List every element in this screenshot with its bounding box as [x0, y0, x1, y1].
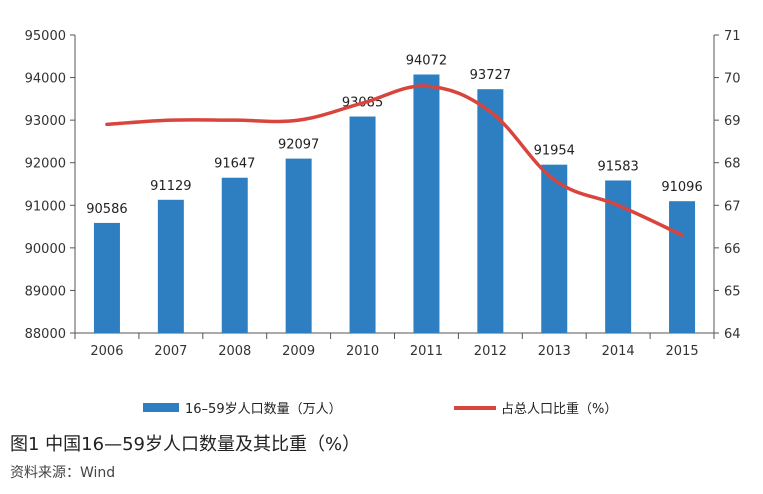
bar — [157, 199, 184, 333]
bar-value-label: 91954 — [534, 144, 575, 159]
legend-bar-label: 16–59岁人口数量（万人） — [185, 402, 342, 417]
bar — [285, 158, 312, 333]
bar — [477, 89, 504, 334]
legend-line-swatch — [454, 406, 496, 410]
y-right-tick-label: 68 — [724, 157, 741, 172]
x-tick-label: 2008 — [218, 344, 251, 359]
y-left-tick-label: 88000 — [25, 327, 66, 342]
bar — [221, 177, 248, 333]
y-right-tick-label: 69 — [724, 114, 741, 129]
legend-bar-swatch — [143, 403, 179, 412]
bar — [93, 222, 120, 333]
x-tick-label: 2011 — [410, 344, 443, 359]
bar — [541, 164, 568, 333]
y-left-tick-label: 90000 — [25, 242, 66, 257]
y-right-tick-label: 71 — [724, 29, 741, 44]
y-left-tick-label: 95000 — [25, 29, 66, 44]
y-right-tick-label: 65 — [724, 284, 741, 299]
x-tick-label: 2007 — [154, 344, 187, 359]
legend-line-label: 占总人口比重（%） — [501, 401, 617, 417]
y-right-tick-label: 67 — [724, 199, 741, 214]
bar-value-label: 90586 — [86, 202, 127, 217]
y-right-tick-label: 64 — [724, 327, 741, 342]
x-tick-label: 2015 — [666, 344, 699, 359]
y-left-tick-label: 89000 — [25, 284, 66, 299]
bar-value-label: 91129 — [150, 179, 191, 194]
bar-value-label: 91096 — [661, 180, 702, 195]
figure-caption: 图1 中国16—59岁人口数量及其比重（%） — [10, 434, 361, 455]
bar-value-label: 94072 — [406, 54, 447, 69]
combo-chart: 9058691129916479209793085940729372791954… — [25, 29, 741, 417]
x-tick-label: 2012 — [474, 344, 507, 359]
x-tick-label: 2014 — [602, 344, 635, 359]
bar — [349, 116, 376, 333]
x-tick-label: 2009 — [282, 344, 315, 359]
legend: 16–59岁人口数量（万人） 占总人口比重（%） — [143, 401, 617, 417]
source-note: 资料来源：Wind — [10, 465, 116, 481]
x-tick-labels: 2006 2007 2008 2009 2010 2011 2012 2013 2014 2015 — [90, 344, 698, 359]
y-left-tick-label: 94000 — [25, 72, 66, 87]
bar — [669, 201, 696, 333]
y-left-tick-labels: 88000 89000 90000 91000 92000 93000 94000 95000 — [25, 29, 66, 342]
bar-value-label: 92097 — [278, 138, 319, 153]
ratio-line — [105, 84, 684, 237]
x-tick-label: 2013 — [538, 344, 571, 359]
bar-value-label: 91647 — [214, 157, 255, 172]
x-tick-label: 2010 — [346, 344, 379, 359]
y-left-tick-label: 91000 — [25, 199, 66, 214]
y-left-tick-label: 92000 — [25, 157, 66, 172]
bar-value-label: 93727 — [470, 68, 511, 83]
y-right-tick-label: 70 — [724, 72, 741, 87]
bar-series — [93, 74, 696, 334]
x-tick-label: 2006 — [90, 344, 123, 359]
bar — [413, 74, 440, 333]
y-left-tick-label: 93000 — [25, 114, 66, 129]
y-right-tick-label: 66 — [724, 242, 741, 257]
line-series — [105, 84, 684, 237]
y-right-tick-labels: 64 65 66 67 68 69 70 71 — [724, 29, 741, 342]
bar-value-label: 91583 — [597, 159, 638, 174]
